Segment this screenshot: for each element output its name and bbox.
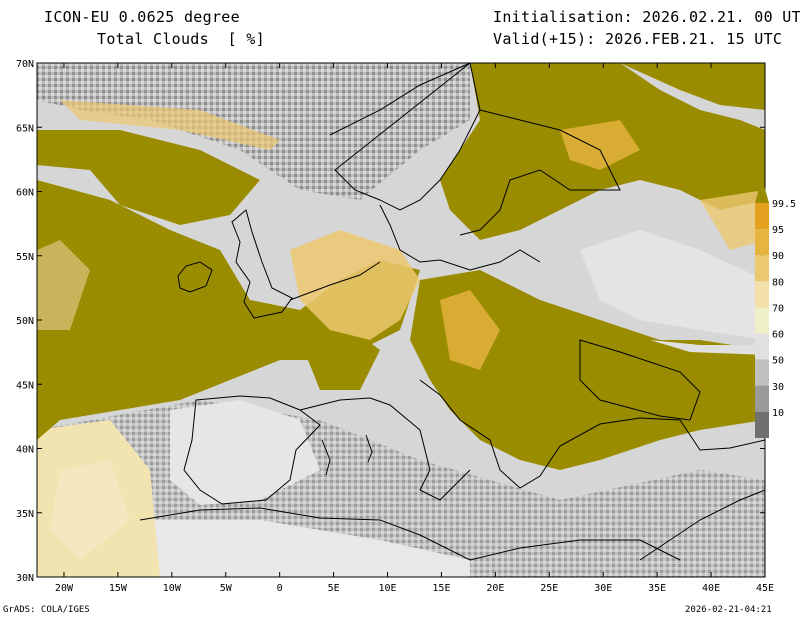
legend-swatch [755, 385, 769, 412]
clear-russia [580, 230, 765, 340]
lon-label: 20E [486, 583, 504, 594]
partly-cloudy-band [290, 230, 420, 340]
lon-label: 45E [756, 583, 774, 594]
clear-africa [140, 520, 470, 577]
lon-label: 35E [648, 583, 666, 594]
lat-label: 45N [16, 380, 34, 391]
legend-label: 90 [772, 251, 784, 262]
legend-label: 99.5 [772, 199, 796, 210]
lon-label: 20W [55, 583, 74, 594]
lon-label: 30E [594, 583, 612, 594]
init-time: Initialisation: 2026.02.21. 00 UTC [493, 8, 800, 26]
valid-time: Valid(+15): 2026.FEB.21. 15 UTC [493, 30, 783, 48]
legend-swatch [755, 359, 769, 386]
lon-label: 10W [163, 583, 182, 594]
model-title: ICON-EU 0.0625 degree [44, 8, 240, 26]
lon-label: 40E [702, 583, 720, 594]
legend-swatch [755, 307, 769, 334]
legend-swatch [755, 203, 769, 230]
lat-label: 35N [16, 509, 34, 520]
legend-swatch [755, 411, 769, 438]
footer-right: 2026-02-21-04:21 [685, 605, 772, 615]
lat-label: 60N [16, 188, 34, 199]
lon-label: 10E [378, 583, 396, 594]
legend-label: 60 [772, 330, 784, 341]
legend: 99.5 95 90 80 70 60 50 30 10 [755, 178, 796, 438]
lat-label: 65N [16, 123, 34, 134]
cloud-map: 70N 65N 60N 55N 50N 45N 40N 35N 30N 20W 15W 10W 5W 0… [16, 59, 796, 594]
coastlines [139, 63, 765, 561]
clear-iberia [170, 400, 320, 505]
legend-swatch [755, 333, 769, 360]
plot-area [37, 63, 765, 577]
legend-top-arrow [755, 178, 769, 203]
lon-label: 0 [277, 583, 283, 594]
lon-label: 5W [220, 583, 233, 594]
footer-left: GrADS: COLA/IGES [3, 605, 90, 615]
legend-label: 70 [772, 303, 784, 314]
legend-label: 30 [772, 382, 784, 393]
lon-label: 25E [540, 583, 558, 594]
lon-label: 5E [328, 583, 340, 594]
legend-label: 80 [772, 277, 784, 288]
variable-title: Total Clouds [ %] [97, 30, 265, 48]
lat-label: 40N [16, 445, 34, 456]
lon-label: 15W [109, 583, 128, 594]
overcast-atlantic-north [37, 130, 260, 225]
legend-swatch [755, 281, 769, 308]
legend-label: 10 [772, 408, 784, 419]
legend-swatch [755, 255, 769, 282]
overcast-western-europe [37, 180, 420, 440]
lat-label: 50N [16, 316, 34, 327]
lat-label: 70N [16, 59, 34, 70]
legend-swatch [755, 229, 769, 256]
lat-label: 55N [16, 252, 34, 263]
lat-label: 30N [16, 573, 34, 584]
legend-label: 95 [772, 225, 784, 236]
legend-label: 50 [772, 356, 784, 367]
lon-label: 15E [432, 583, 450, 594]
